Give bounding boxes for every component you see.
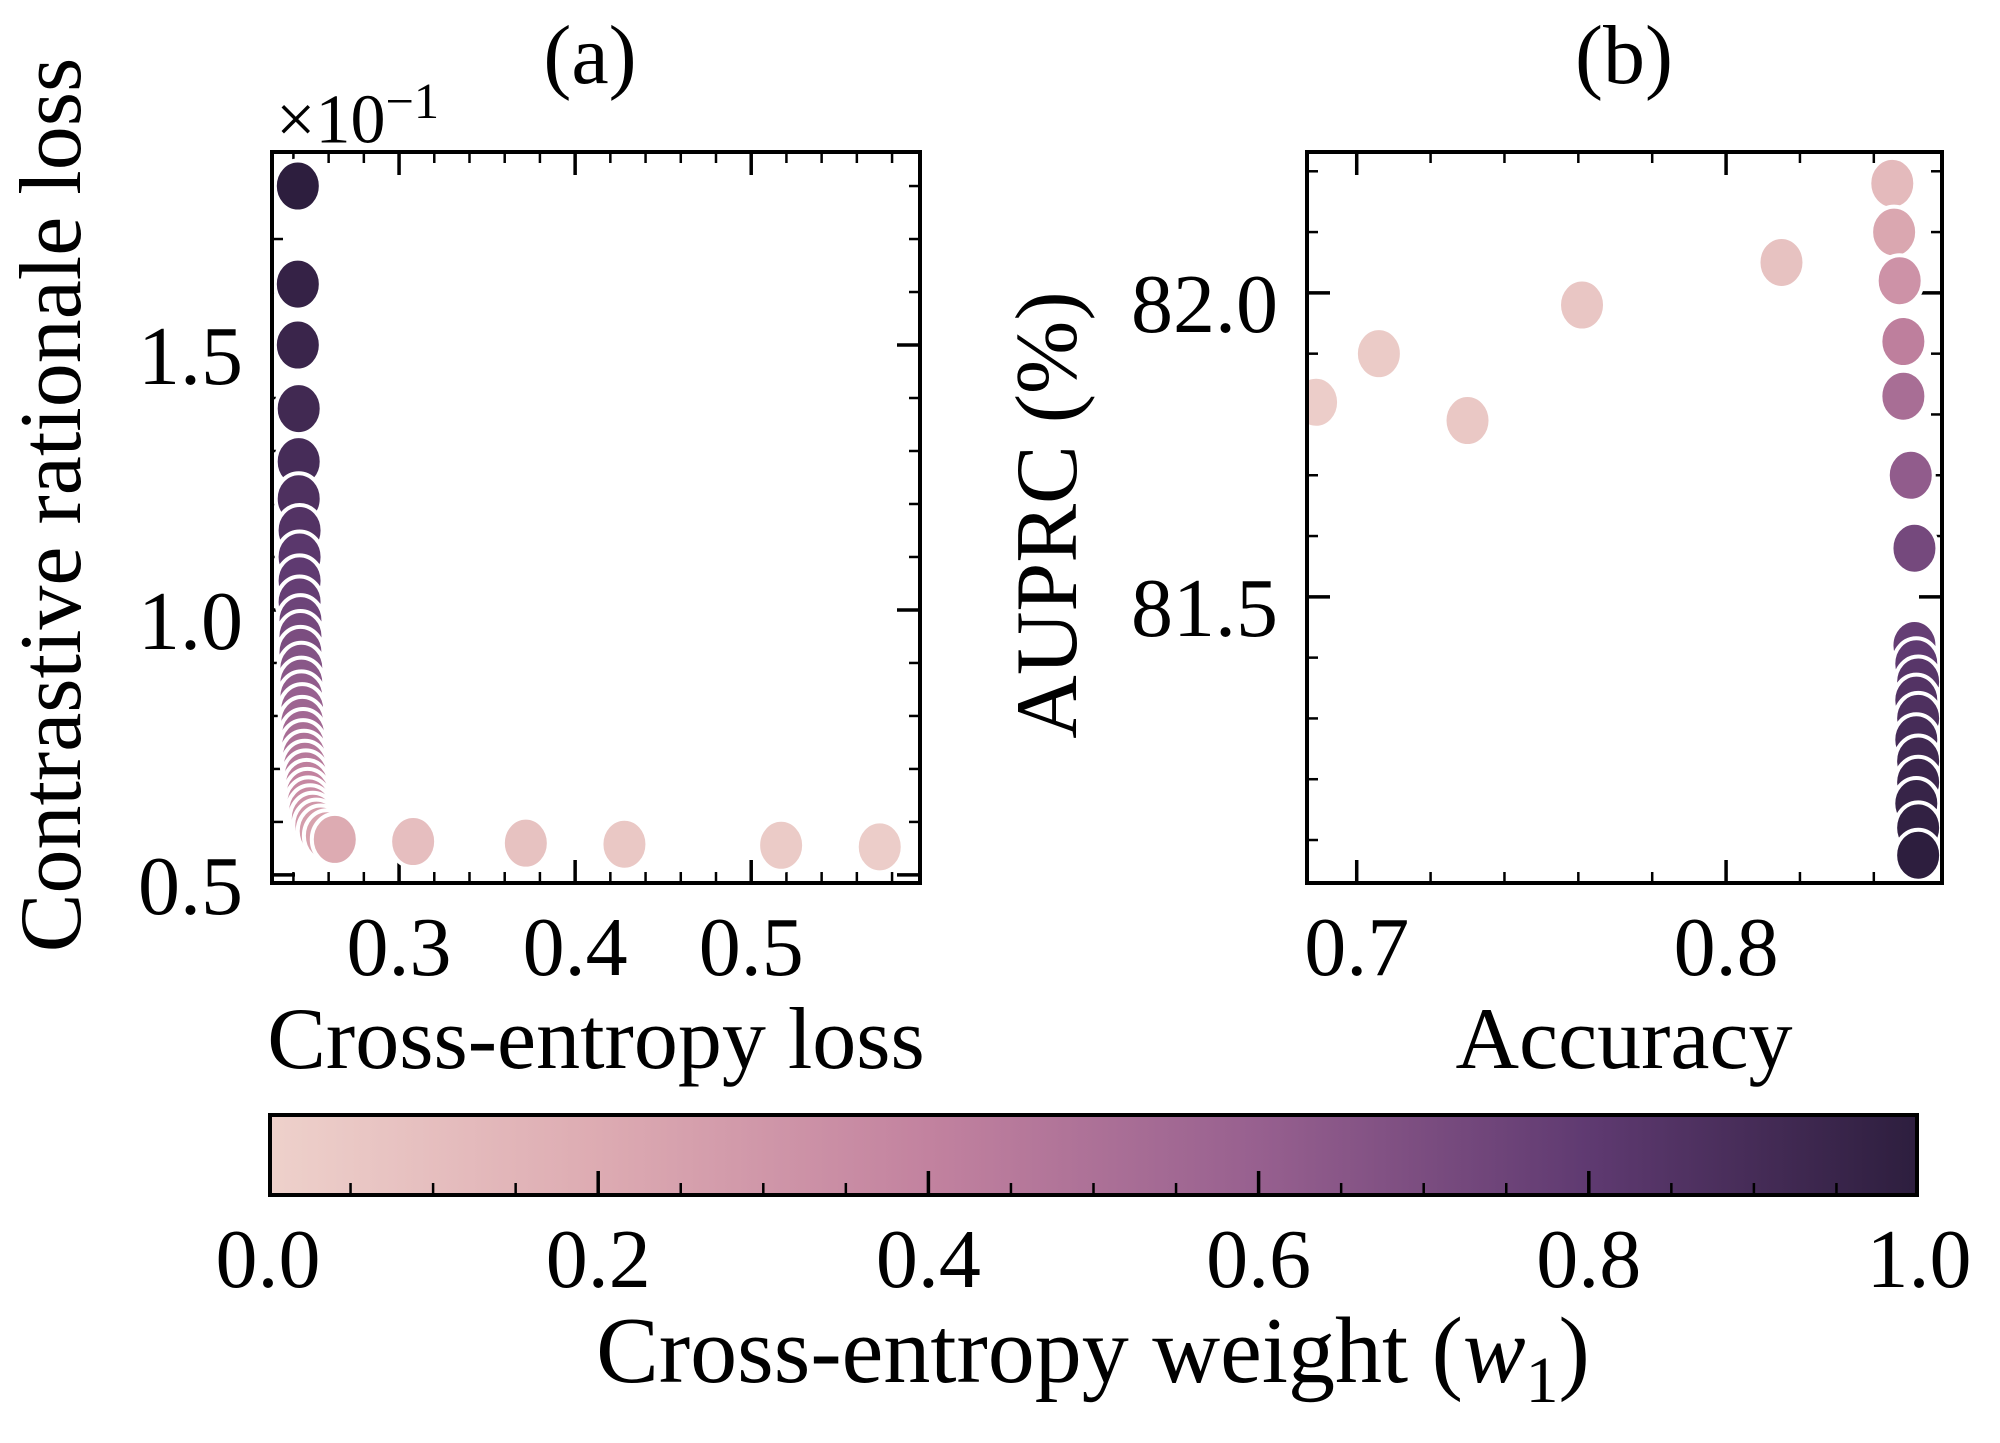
scatter-point (1889, 520, 1940, 576)
panel-a-title: (a) (543, 9, 637, 102)
colorbar-label-text: Cross-entropy weight ( (596, 1299, 1463, 1403)
scatter-point (1305, 374, 1342, 430)
colorbar (268, 1113, 1919, 1197)
y-tick-label: 82.0 (1131, 257, 1278, 351)
scatter-point (388, 814, 439, 870)
scatter-point (272, 317, 323, 373)
panel-a-plot-area (270, 150, 922, 885)
colorbar-tick-label: 0.0 (215, 1213, 321, 1306)
y-tick-label: 81.5 (1131, 561, 1278, 655)
y-tick-label: 0.5 (138, 839, 243, 933)
scatter-point (272, 256, 323, 312)
scatter-point (1869, 204, 1920, 260)
scatter-point (1867, 155, 1918, 211)
offset-exponent: −1 (385, 73, 440, 129)
panel-b-title: (b) (1575, 9, 1673, 102)
x-tick-label: 0.5 (698, 901, 804, 994)
colorbar-frame (268, 1113, 1919, 1197)
scatter-point (309, 811, 360, 867)
colorbar-label-close: ) (1558, 1299, 1590, 1403)
colorbar-label: Cross-entropy weight (w1) (393, 1304, 1793, 1414)
panel-b-x-axis-label: Accuracy (1455, 991, 1793, 1088)
colorbar-tick-label: 1.0 (1866, 1213, 1972, 1306)
scatter-point (1893, 827, 1944, 883)
panel-a-x-axis-label: Cross-entropy loss (267, 991, 925, 1088)
x-tick-label: 0.7 (1304, 901, 1410, 994)
x-tick-label: 0.4 (522, 901, 628, 994)
colorbar-tick-label: 0.4 (875, 1213, 981, 1306)
scatter-point (500, 815, 551, 871)
colorbar-tick-label: 0.8 (1536, 1213, 1642, 1306)
scatter-point (1442, 393, 1493, 449)
scatter-point (1885, 447, 1936, 503)
scatter-point (1874, 253, 1925, 309)
scatter-point (1878, 368, 1929, 424)
scatter-point (1557, 277, 1608, 333)
panel-a-y-scale-offset: ×10−1 (276, 76, 439, 155)
scatter-point (1878, 314, 1929, 370)
panel-b-y-axis-label: AUPRC (%) (999, 291, 1096, 739)
scatter-point (1756, 234, 1807, 290)
scatter-point (599, 816, 650, 872)
y-tick-label: 1.0 (138, 574, 243, 668)
offset-base: ×10 (276, 81, 386, 159)
colorbar-tick-label: 0.2 (545, 1213, 651, 1306)
x-tick-label: 0.8 (1673, 901, 1779, 994)
y-tick-label: 1.5 (138, 310, 243, 403)
colorbar-label-subscript: 1 (1525, 1343, 1559, 1417)
scatter-point (1353, 326, 1404, 382)
panel-b-plot-area (1305, 150, 1944, 885)
scatter-point (273, 381, 324, 437)
scatter-point (756, 817, 807, 873)
scatter-point (854, 819, 905, 875)
colorbar-gradient (270, 1115, 1917, 1195)
colorbar-tick-label: 0.6 (1206, 1213, 1312, 1306)
axes-frame (1305, 150, 1944, 885)
colorbar-label-variable: w (1462, 1299, 1526, 1403)
scatter-point (272, 158, 323, 214)
axes-frame (270, 150, 922, 885)
x-tick-label: 0.3 (346, 901, 452, 994)
